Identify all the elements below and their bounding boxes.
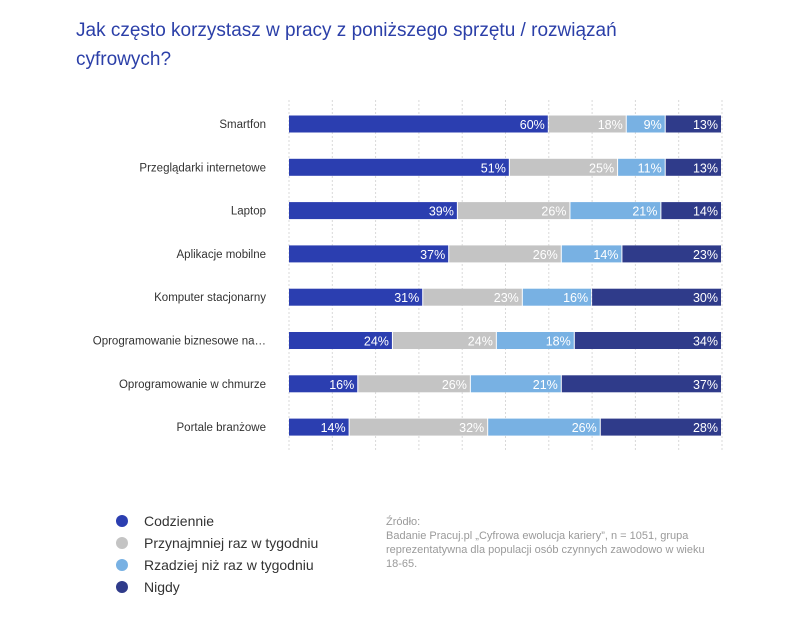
bar-segment — [626, 115, 665, 133]
data-label: 31% — [394, 291, 419, 305]
bar-segment — [496, 332, 574, 349]
data-label: 26% — [533, 248, 558, 262]
data-label: 16% — [563, 291, 588, 305]
bar-segment — [600, 418, 721, 436]
category-label: Portale branżowe — [177, 422, 267, 434]
category-label: Smartfon — [219, 119, 266, 131]
legend-item: Codziennie — [116, 510, 318, 532]
data-label: 28% — [693, 421, 718, 435]
bar-segment — [509, 158, 618, 176]
data-label: 11% — [638, 161, 662, 175]
data-label: 30% — [693, 291, 718, 305]
data-label: 24% — [468, 335, 493, 349]
data-label: 34% — [693, 335, 718, 349]
legend: Codziennie Przynajmniej raz w tygodniu Rza… — [116, 510, 318, 598]
legend-item: Rzadziej niż raz w tygodniu — [116, 554, 318, 576]
chart-title: Jak często korzystasz w pracy z poniższe… — [76, 20, 617, 70]
bar-segment — [522, 288, 592, 306]
data-label: 26% — [541, 205, 566, 219]
data-label: 13% — [693, 118, 718, 132]
data-label: 16% — [329, 378, 354, 392]
data-label: 14% — [593, 248, 618, 262]
bar-segment — [592, 288, 721, 306]
data-label: 60% — [520, 118, 545, 132]
data-label: 26% — [572, 421, 597, 435]
category-label: Oprogramowanie w chmurze — [119, 379, 266, 391]
data-label: 39% — [429, 205, 454, 219]
bar-segment — [570, 202, 661, 220]
category-label: Komputer stacjonarny — [154, 292, 266, 304]
bar-segment — [548, 115, 626, 133]
bars: 60% 18% 9% 13% 51% 25% 11% 13% 39% 26% 21% 14% 37% 26… — [289, 115, 721, 436]
data-label: 21% — [533, 378, 558, 392]
category-label: Oprogramowanie biznesowe na… — [93, 336, 266, 348]
data-label: 23% — [693, 248, 718, 262]
bar-segment — [622, 245, 721, 263]
data-label: 51% — [481, 161, 506, 175]
bar-segment — [470, 375, 561, 393]
bar-segment — [423, 288, 522, 306]
bar-segment — [661, 202, 721, 220]
category-label: Przeglądarki internetowe — [139, 162, 266, 174]
bar-segment — [618, 158, 665, 176]
category-labels: Smartfon Przeglądarki internetowe Laptop Ap… — [93, 119, 266, 434]
bar-segment — [289, 202, 457, 220]
bar-segment — [574, 332, 721, 349]
bar-segment — [289, 245, 449, 263]
source-text: Badanie Pracuj.pl „Cyfrowa ewolucja kari… — [386, 530, 705, 570]
bar-segment — [289, 332, 392, 349]
source-label: Źródło: — [386, 516, 421, 528]
legend-marker — [116, 515, 128, 527]
legend-item: Nigdy — [116, 576, 318, 598]
data-label: 37% — [420, 248, 445, 262]
bar-segment — [488, 418, 600, 436]
category-label: Aplikacje mobilne — [177, 249, 267, 261]
category-label: Laptop — [231, 206, 266, 218]
legend-marker — [116, 559, 128, 571]
data-label: 18% — [598, 118, 623, 132]
bar-segment — [665, 115, 721, 133]
data-label: 14% — [321, 421, 346, 435]
bar-segment — [449, 245, 561, 263]
data-label: 26% — [442, 378, 467, 392]
legend-label: Nigdy — [144, 579, 180, 595]
data-label: 25% — [589, 161, 614, 175]
bar-segment — [392, 332, 496, 349]
data-label: 14% — [693, 205, 718, 219]
data-label: 21% — [632, 205, 657, 219]
bar-segment — [358, 375, 470, 393]
data-label: 37% — [693, 378, 718, 392]
data-label: 32% — [459, 421, 484, 435]
data-label: 9% — [644, 118, 662, 132]
data-label: 13% — [693, 161, 718, 175]
gridlines — [288, 100, 723, 450]
legend-label: Przynajmniej raz w tygodniu — [144, 535, 319, 551]
legend-label: Rzadziej niż raz w tygodniu — [144, 557, 314, 573]
source-note: Źródło: Badanie Pracuj.pl „Cyfrowa ewolu… — [386, 515, 716, 571]
data-label: 24% — [364, 335, 389, 349]
data-label: 23% — [494, 291, 519, 305]
bar-segment — [289, 158, 509, 176]
bar-segment — [561, 245, 622, 263]
legend-item: Przynajmniej raz w tygodniu — [116, 532, 318, 554]
bar-segment — [457, 202, 570, 220]
bar-segment — [289, 418, 349, 436]
bar-segment — [289, 288, 423, 306]
bar-segment — [561, 375, 721, 393]
data-label: 18% — [546, 335, 571, 349]
stacked-bar-chart: 60% 18% 9% 13% 51% 25% 11% 13% 39% 26% 21% 14% 37% 26… — [93, 100, 723, 450]
bar-segment — [289, 375, 358, 393]
legend-label: Codziennie — [144, 513, 215, 529]
bar-segment — [349, 418, 488, 436]
legend-marker — [116, 537, 128, 549]
legend-marker — [116, 581, 128, 593]
bar-segment — [665, 158, 721, 176]
bar-segment — [289, 115, 548, 133]
